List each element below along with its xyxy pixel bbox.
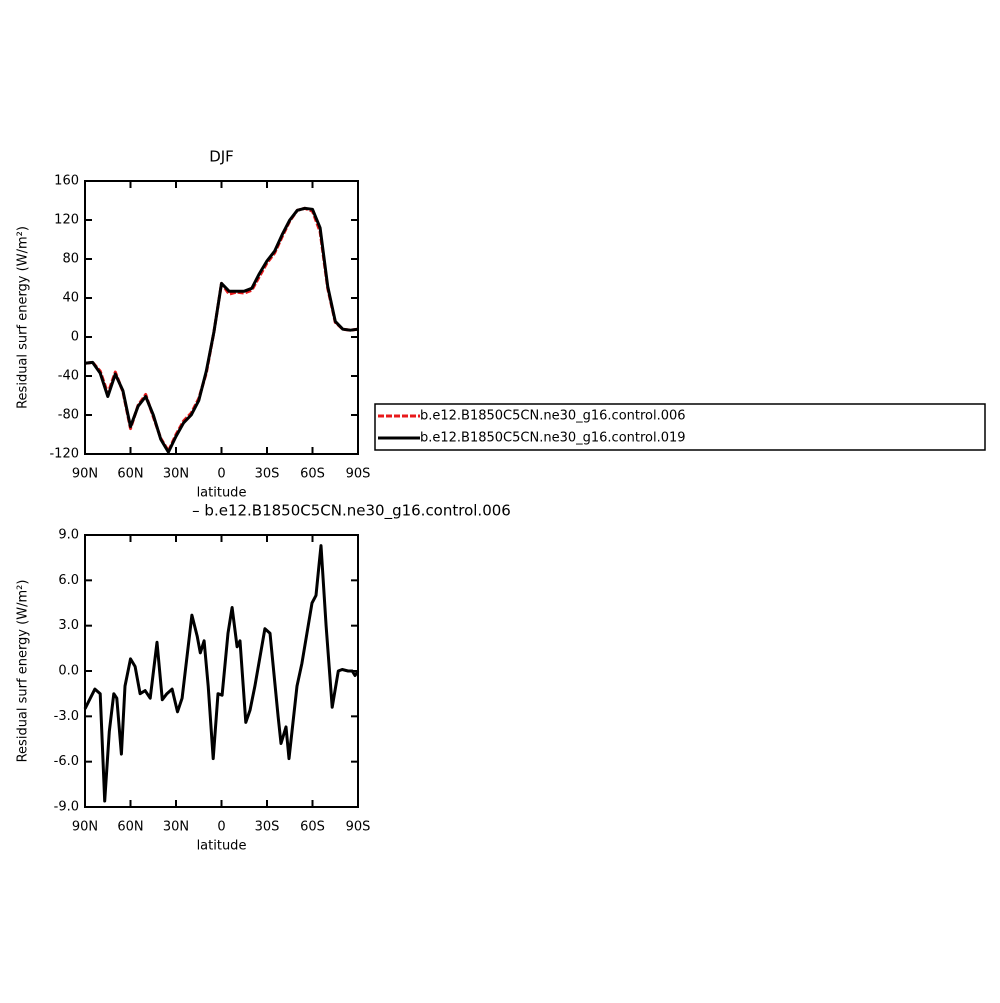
y-tick-label: -40 bbox=[58, 369, 79, 384]
x-tick-label: 90N bbox=[72, 467, 98, 482]
data-line bbox=[83, 544, 360, 803]
y-tick-label: 6.0 bbox=[58, 573, 79, 588]
y-axis-label: Residual surf energy (W/m²) bbox=[16, 580, 31, 763]
plot-frame bbox=[84, 180, 359, 455]
data-line bbox=[84, 206, 359, 454]
chart-title: DJF bbox=[209, 148, 234, 166]
y-tick-label: -120 bbox=[49, 447, 79, 462]
y-tick-label: 160 bbox=[54, 174, 79, 189]
y-axis-label: Residual surf energy (W/m²) bbox=[16, 226, 31, 409]
x-tick-label: 0 bbox=[217, 467, 225, 482]
legend-label: b.e12.B1850C5CN.ne30_g16.control.006 bbox=[420, 409, 686, 424]
y-tick-label: 120 bbox=[54, 213, 79, 228]
y-tick-label: -80 bbox=[58, 408, 79, 423]
y-tick-label: 9.0 bbox=[58, 528, 79, 543]
y-tick-label: 40 bbox=[62, 291, 79, 306]
x-tick-label: 60S bbox=[300, 820, 325, 835]
plot-frame bbox=[84, 534, 359, 808]
x-axis-label: latitude bbox=[197, 839, 247, 854]
y-tick-label: -3.0 bbox=[54, 709, 79, 724]
x-tick-label: 30N bbox=[163, 820, 189, 835]
x-tick-label: 30S bbox=[255, 467, 280, 482]
x-tick-label: 0 bbox=[217, 820, 225, 835]
y-tick-label: 3.0 bbox=[58, 618, 79, 633]
data-line bbox=[84, 206, 359, 453]
x-tick-label: 30N bbox=[163, 467, 189, 482]
x-tick-label: 30S bbox=[255, 820, 280, 835]
x-tick-label: 90N bbox=[72, 820, 98, 835]
x-axis-label: latitude bbox=[197, 486, 247, 501]
chart-title: – b.e12.B1850C5CN.ne30_g16.control.006 bbox=[192, 502, 511, 521]
legend-box bbox=[374, 403, 986, 451]
legend-label: b.e12.B1850C5CN.ne30_g16.control.019 bbox=[420, 431, 686, 446]
y-tick-label: 0 bbox=[71, 330, 79, 345]
x-tick-label: 60N bbox=[117, 467, 143, 482]
x-tick-label: 90S bbox=[346, 467, 371, 482]
x-tick-label: 90S bbox=[346, 820, 371, 835]
y-tick-label: 80 bbox=[62, 252, 79, 267]
y-tick-label: -6.0 bbox=[54, 754, 79, 769]
y-tick-label: 0.0 bbox=[58, 664, 79, 679]
x-tick-label: 60S bbox=[300, 467, 325, 482]
y-tick-label: -9.0 bbox=[54, 800, 79, 815]
x-tick-label: 60N bbox=[117, 820, 143, 835]
